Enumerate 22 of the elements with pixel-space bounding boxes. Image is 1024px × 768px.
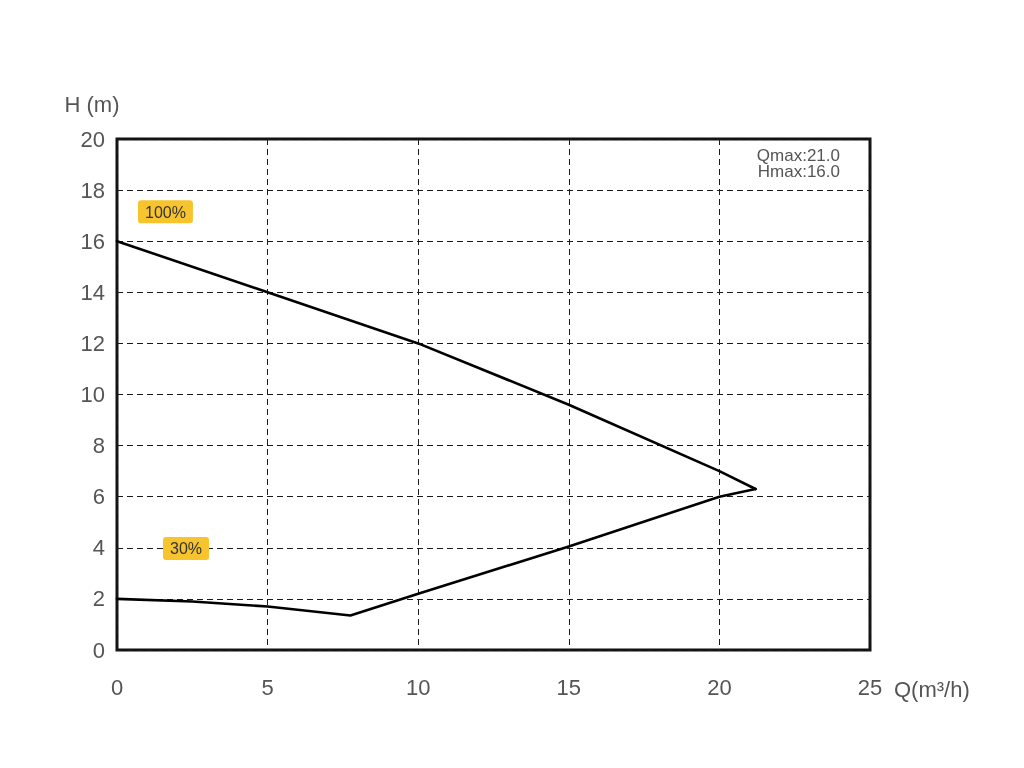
y-tick-label: 12 (80, 330, 105, 356)
x-tick-label: 25 (857, 674, 883, 700)
y-tick-label: 10 (80, 382, 105, 407)
x-tick-label: 10 (405, 674, 431, 700)
y-tick-label: 2 (92, 586, 105, 612)
text: 30% (170, 540, 203, 558)
y-axis-title: H (m) (64, 91, 120, 117)
x-tick-label: 0 (110, 674, 124, 700)
x-tick-label: 15 (556, 674, 582, 700)
y-tick-label: 0 (92, 637, 105, 663)
y-tick-label: 6 (92, 484, 105, 510)
y-tick-label: 8 (92, 433, 105, 459)
y-tick-label: 20 (80, 126, 105, 152)
series-label: 100% (145, 203, 186, 221)
annotation: Qmax:21.0 (756, 146, 841, 165)
y-tick-label: 14 (80, 279, 105, 305)
y-tick-label: 4 (92, 535, 105, 561)
x-tick-label: 5 (261, 674, 274, 700)
x-axis-title: Q(m³/h) (894, 676, 970, 702)
x-tick-label: 20 (707, 674, 732, 700)
y-tick-label: 16 (80, 228, 105, 254)
y-tick-label: 18 (80, 177, 105, 203)
